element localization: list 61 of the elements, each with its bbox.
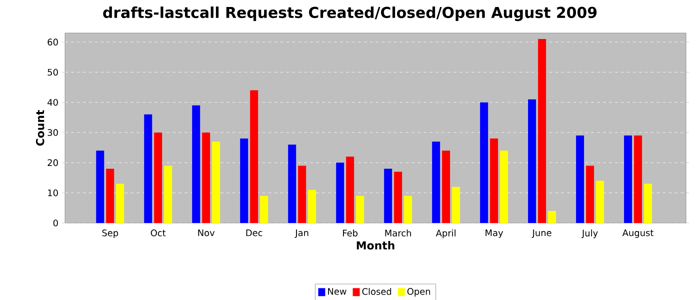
bar <box>596 180 604 223</box>
y-tick-label: 10 <box>48 189 58 196</box>
x-tick-label: June <box>532 230 552 238</box>
bar <box>336 162 344 223</box>
bar <box>356 196 364 223</box>
bar <box>346 156 354 223</box>
bar <box>528 99 536 223</box>
bar <box>106 168 114 223</box>
bar <box>164 166 172 223</box>
bar <box>298 166 306 223</box>
bar <box>634 136 642 223</box>
x-tick-label: Sep <box>102 230 118 238</box>
chart-title: drafts-lastcall Requests Created/Closed/Open August 2009 <box>103 6 597 22</box>
x-tick-label: March <box>385 230 411 236</box>
legend-label: Open <box>407 288 430 297</box>
bar <box>250 90 258 223</box>
x-axis-title: Month <box>356 241 394 250</box>
bar <box>154 132 162 223</box>
bar <box>452 186 460 223</box>
bar <box>480 102 488 223</box>
bar <box>260 196 268 223</box>
bar <box>548 210 556 223</box>
bar <box>500 150 508 223</box>
y-axis-title: Count <box>36 110 44 146</box>
bar <box>240 138 248 223</box>
bar <box>384 168 392 223</box>
y-tick-label: 30 <box>48 129 58 136</box>
bar <box>394 172 402 223</box>
bar <box>96 150 104 223</box>
x-tick-label: Dec <box>246 230 262 236</box>
bar <box>288 144 296 223</box>
bar <box>442 150 450 223</box>
y-tick-label: 40 <box>48 98 58 106</box>
bar <box>144 114 152 223</box>
y-tick-label: 20 <box>48 159 58 166</box>
bar <box>202 132 210 223</box>
bar <box>586 166 594 223</box>
x-tick-label: Oct <box>150 230 166 236</box>
bar <box>576 136 584 223</box>
x-tick-label: July <box>582 230 598 238</box>
x-tick-label: Feb <box>343 230 358 236</box>
y-tick-label: 50 <box>48 68 58 76</box>
bar <box>432 142 440 223</box>
bar <box>624 136 632 223</box>
x-tick-label: April <box>436 230 456 238</box>
y-tick-label: 60 <box>48 38 58 46</box>
bar <box>192 105 200 223</box>
x-tick-label: May <box>486 230 504 238</box>
y-tick-label: 0 <box>53 220 58 226</box>
legend-label: New <box>328 288 346 295</box>
x-tick-label: Jan <box>294 230 308 238</box>
bar <box>308 190 316 223</box>
x-tick-label: August <box>622 230 654 238</box>
bar <box>116 184 124 223</box>
x-tick-label: Nov <box>198 230 215 236</box>
legend-label: Closed <box>362 288 392 295</box>
bar <box>212 142 220 223</box>
bar <box>490 138 498 223</box>
bar <box>404 196 412 223</box>
bar <box>644 184 652 223</box>
bar <box>538 39 546 223</box>
